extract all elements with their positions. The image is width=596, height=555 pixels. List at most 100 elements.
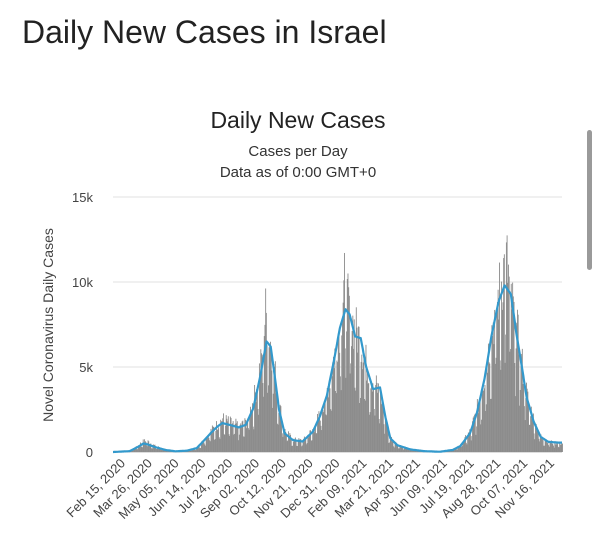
bar (282, 436, 284, 452)
bar (510, 349, 512, 452)
bar (258, 363, 260, 452)
bar (148, 441, 150, 452)
bar (543, 445, 545, 452)
bar (370, 388, 372, 452)
bar (366, 372, 368, 452)
bar (312, 430, 314, 452)
bar (292, 445, 294, 452)
bar (500, 369, 502, 452)
bar (231, 424, 233, 452)
bar (387, 427, 389, 452)
bar (539, 441, 541, 452)
bar (252, 426, 254, 452)
bar (315, 426, 316, 452)
bar (234, 433, 235, 452)
bar (525, 398, 527, 452)
bar (356, 327, 358, 452)
bar (148, 443, 150, 452)
bar (261, 353, 262, 452)
bar (283, 426, 285, 452)
bar (514, 362, 516, 452)
bar (496, 311, 498, 452)
bar (197, 447, 199, 452)
bar (559, 441, 561, 452)
bar (156, 449, 158, 452)
bar (245, 428, 247, 452)
bar (476, 426, 478, 452)
bar (527, 391, 529, 452)
bar (267, 385, 269, 452)
bar (310, 440, 312, 452)
bar (492, 336, 494, 452)
bar (380, 404, 382, 452)
bar (498, 319, 500, 452)
bar (155, 446, 157, 452)
bar (405, 448, 407, 452)
bar (394, 442, 396, 452)
bar (491, 325, 493, 452)
bar (324, 403, 325, 452)
bar (211, 425, 213, 452)
bar (461, 446, 463, 452)
bar (256, 391, 258, 452)
bar (196, 447, 197, 452)
bar (219, 438, 221, 452)
bar (490, 398, 491, 452)
bar (360, 361, 362, 452)
bar (324, 401, 326, 452)
bar (294, 439, 296, 452)
bar (366, 380, 368, 452)
bar (381, 398, 383, 452)
bar (347, 273, 349, 452)
bar (228, 434, 230, 452)
bar (499, 360, 501, 452)
bar (481, 419, 482, 452)
bar (519, 405, 521, 452)
bar (513, 301, 515, 452)
bar (469, 430, 471, 452)
bar (158, 447, 160, 452)
bar (238, 440, 240, 452)
bar (220, 419, 222, 452)
bar (229, 436, 231, 452)
bar (234, 423, 236, 452)
bar (339, 376, 341, 452)
bar (161, 449, 163, 452)
bar (365, 344, 367, 452)
bar (455, 448, 457, 452)
bar (504, 362, 506, 452)
bar (522, 383, 524, 452)
scrollbar-thumb[interactable] (587, 130, 592, 270)
bar (240, 423, 242, 452)
bar (532, 421, 534, 452)
bar (404, 446, 406, 452)
bar (493, 344, 495, 452)
bar (202, 443, 204, 452)
bar (280, 406, 282, 452)
bar (269, 343, 271, 452)
bar (512, 296, 514, 452)
bar (325, 414, 327, 452)
bar (555, 443, 557, 452)
bar (372, 383, 374, 452)
bar (301, 446, 303, 452)
bar (458, 446, 460, 452)
y-tick-label: 15k (72, 190, 93, 205)
bar (505, 242, 507, 452)
bar (140, 443, 142, 452)
bar (253, 429, 255, 452)
bar (290, 434, 292, 452)
bar (519, 389, 521, 452)
bar (136, 449, 138, 452)
bar (263, 396, 265, 452)
bar (348, 287, 350, 452)
bar (237, 426, 239, 452)
bar (384, 433, 386, 452)
bar (391, 441, 393, 452)
bar (362, 362, 364, 452)
y-axis-label: Novel Coronavirus Daily Cases (40, 228, 56, 422)
bar (337, 333, 339, 452)
bar (162, 449, 164, 452)
bar (481, 393, 483, 452)
